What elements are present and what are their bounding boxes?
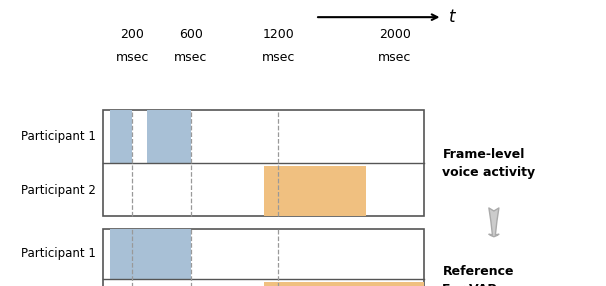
Text: Participant 2: Participant 2 xyxy=(21,184,96,197)
Bar xyxy=(103,110,424,216)
Text: msec: msec xyxy=(262,51,295,64)
Bar xyxy=(110,229,191,279)
Bar xyxy=(264,282,424,286)
Text: Reference
For VAP: Reference For VAP xyxy=(442,265,514,286)
Text: 600: 600 xyxy=(179,29,202,41)
Text: msec: msec xyxy=(378,51,411,64)
Bar xyxy=(103,229,424,286)
Text: Participant 1: Participant 1 xyxy=(21,130,96,143)
Text: 200: 200 xyxy=(120,29,144,41)
Text: msec: msec xyxy=(116,51,149,64)
Text: 2000: 2000 xyxy=(379,29,411,41)
Text: 1200: 1200 xyxy=(262,29,294,41)
Bar xyxy=(147,110,191,163)
Bar xyxy=(264,166,366,216)
Text: msec: msec xyxy=(174,51,207,64)
Text: $t$: $t$ xyxy=(448,8,458,26)
Text: Frame-level
voice activity: Frame-level voice activity xyxy=(442,148,536,178)
Bar xyxy=(110,110,132,163)
Text: Participant 1: Participant 1 xyxy=(21,247,96,260)
